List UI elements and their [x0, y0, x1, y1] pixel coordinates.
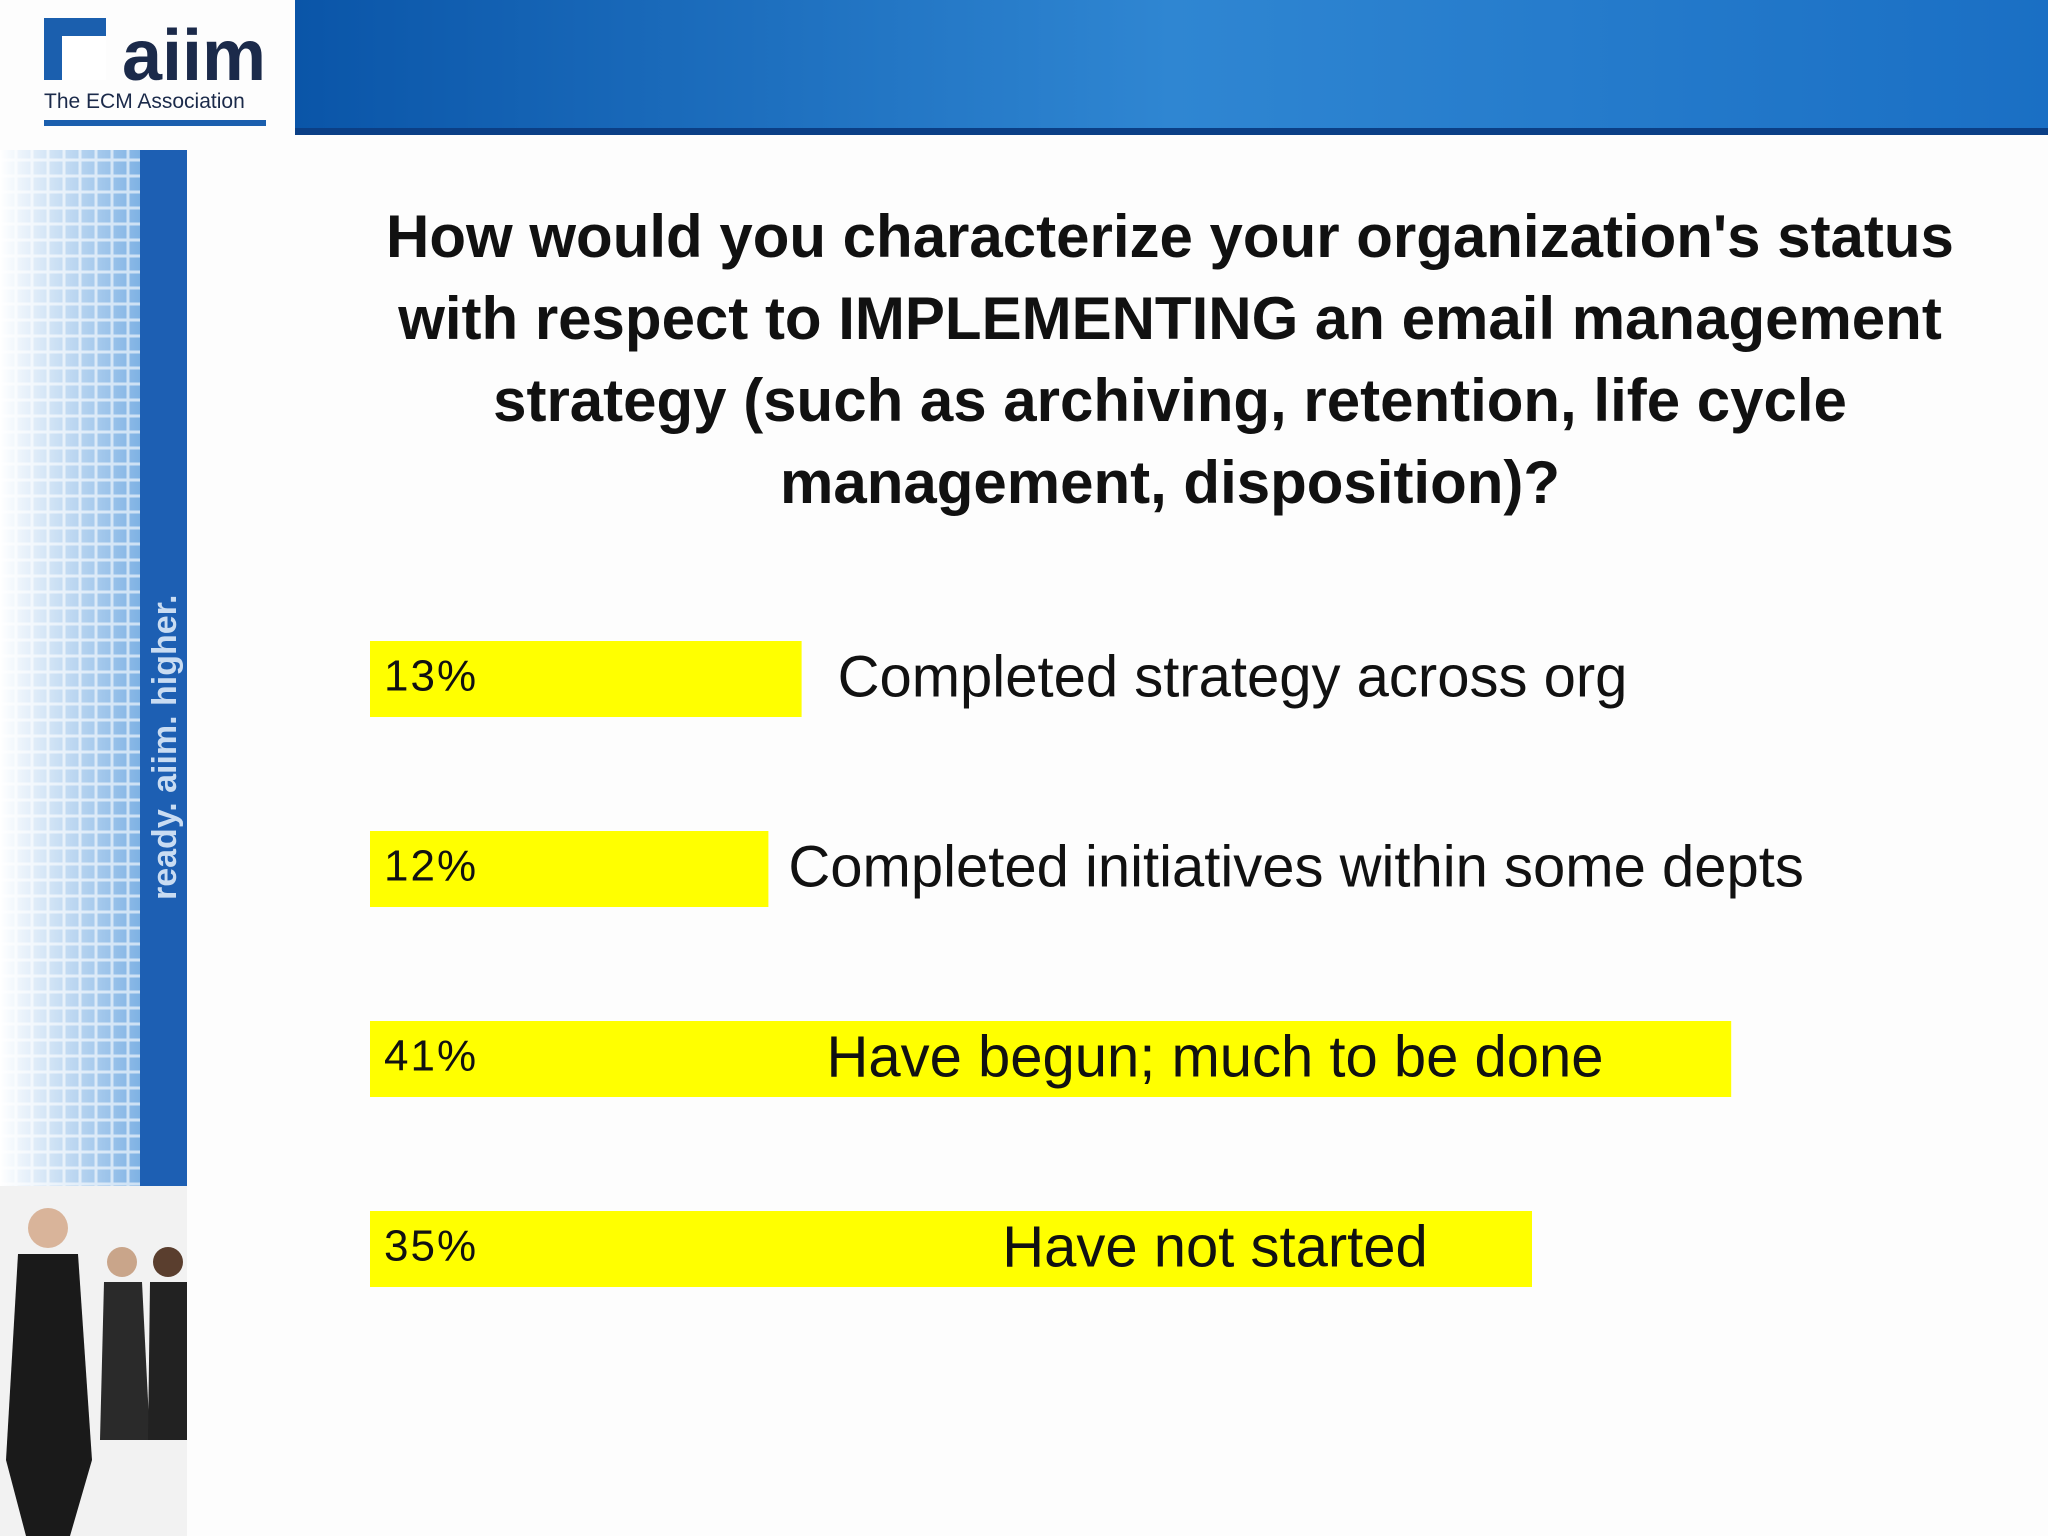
person-body — [148, 1282, 187, 1440]
value-label: 13% — [384, 652, 478, 701]
sidebar-strip — [140, 150, 187, 1186]
logo-icon-cut — [62, 36, 106, 80]
person-body — [100, 1282, 150, 1440]
person-head — [107, 1247, 137, 1277]
logo-rule — [44, 120, 266, 126]
sidebar-grid — [0, 150, 140, 1186]
bar — [370, 831, 769, 907]
bar — [370, 641, 802, 717]
value-label: 12% — [384, 842, 478, 891]
person-body — [6, 1254, 92, 1536]
person-head — [153, 1247, 183, 1277]
bar — [370, 1021, 1732, 1097]
category-label: Have not started — [1002, 1214, 1428, 1279]
value-label: 35% — [384, 1222, 478, 1271]
category-label: Completed strategy across org — [838, 644, 1628, 709]
header-banner — [295, 0, 2048, 135]
logo: aiim — [122, 16, 266, 96]
category-label: Have begun; much to be done — [826, 1024, 1603, 1089]
header-rule — [295, 128, 2048, 135]
logo-subtitle: The ECM Association — [44, 90, 245, 113]
category-label: Completed initiatives within some depts — [788, 834, 1803, 899]
person-head — [28, 1208, 68, 1248]
chart-title: How would you characterize your organiza… — [386, 203, 1954, 516]
bar — [370, 1211, 1532, 1287]
sidebar-tagline: ready. aiim. higher. — [146, 595, 184, 901]
value-label: 41% — [384, 1032, 478, 1081]
